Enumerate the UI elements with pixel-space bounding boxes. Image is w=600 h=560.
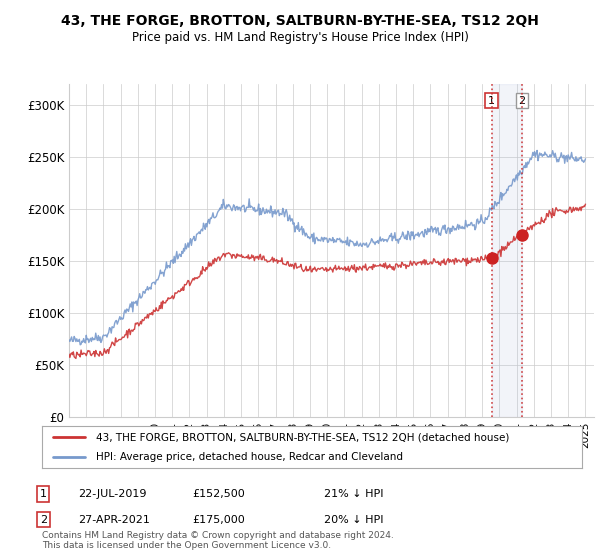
Text: 1: 1: [488, 96, 495, 106]
Text: Contains HM Land Registry data © Crown copyright and database right 2024.
This d: Contains HM Land Registry data © Crown c…: [42, 530, 394, 550]
Text: 20% ↓ HPI: 20% ↓ HPI: [324, 515, 383, 525]
Text: 2: 2: [518, 96, 526, 106]
Text: 27-APR-2021: 27-APR-2021: [78, 515, 150, 525]
Text: £152,500: £152,500: [192, 489, 245, 499]
Text: 21% ↓ HPI: 21% ↓ HPI: [324, 489, 383, 499]
Text: 43, THE FORGE, BROTTON, SALTBURN-BY-THE-SEA, TS12 2QH (detached house): 43, THE FORGE, BROTTON, SALTBURN-BY-THE-…: [96, 432, 509, 442]
Bar: [491, 84, 522, 417]
Text: Price paid vs. HM Land Registry's House Price Index (HPI): Price paid vs. HM Land Registry's House …: [131, 31, 469, 44]
Text: £175,000: £175,000: [192, 515, 245, 525]
Text: 43, THE FORGE, BROTTON, SALTBURN-BY-THE-SEA, TS12 2QH: 43, THE FORGE, BROTTON, SALTBURN-BY-THE-…: [61, 14, 539, 28]
Text: HPI: Average price, detached house, Redcar and Cleveland: HPI: Average price, detached house, Redc…: [96, 452, 403, 462]
Text: 1: 1: [40, 489, 47, 499]
Text: 2: 2: [40, 515, 47, 525]
Text: 22-JUL-2019: 22-JUL-2019: [78, 489, 146, 499]
